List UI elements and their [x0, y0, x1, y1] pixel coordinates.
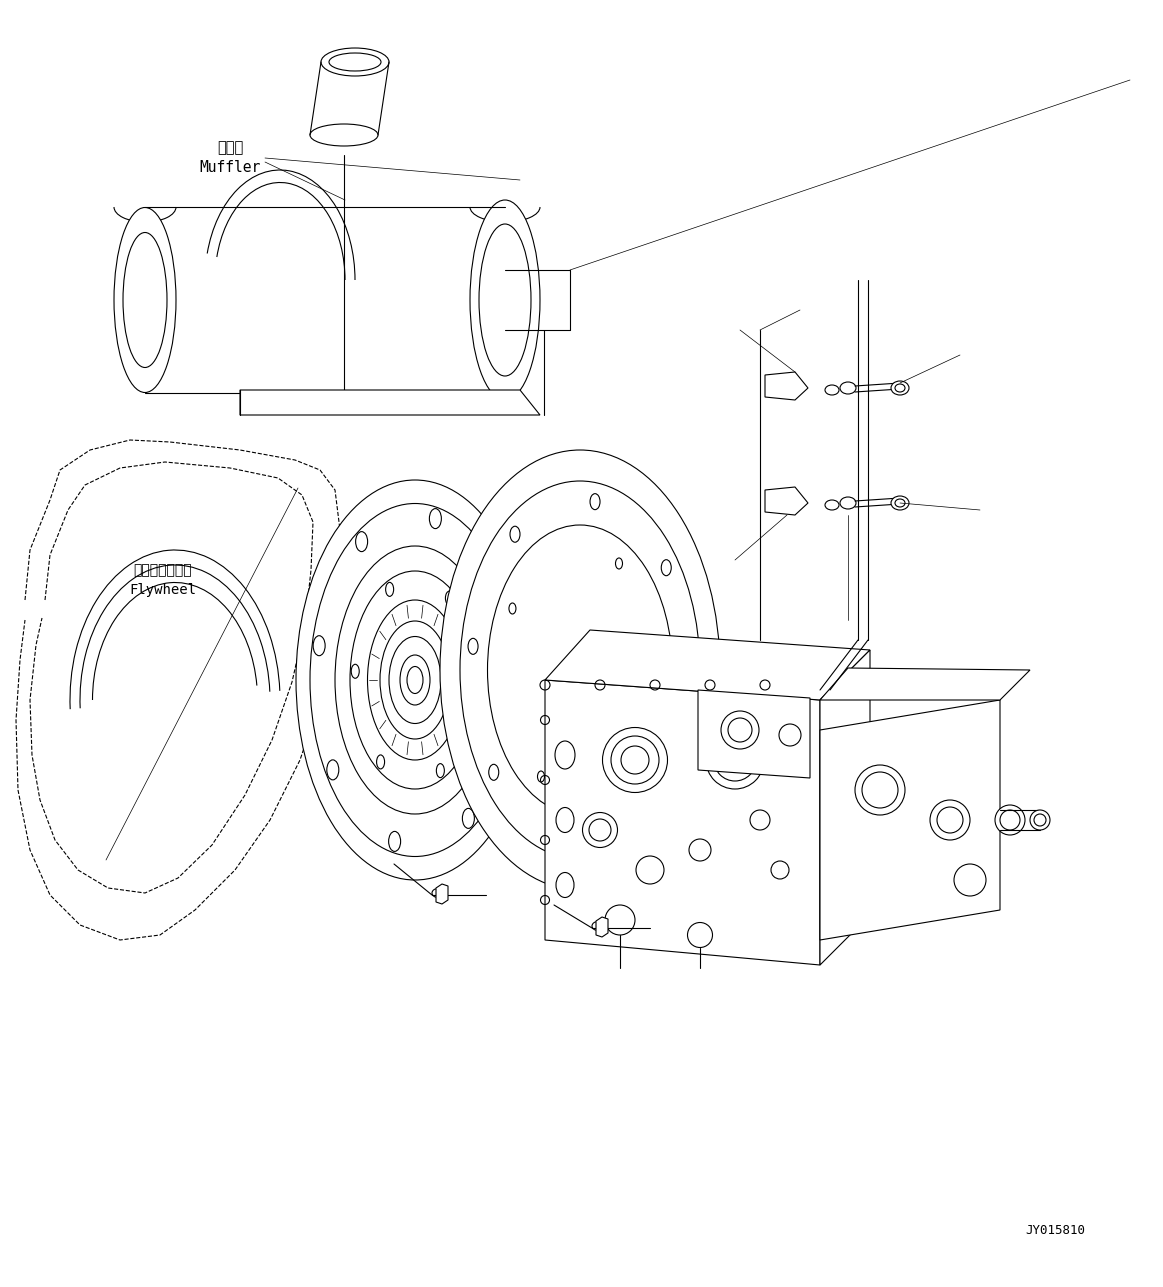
- Ellipse shape: [996, 804, 1025, 835]
- Text: フライホイール: フライホイール: [134, 562, 192, 577]
- Polygon shape: [765, 486, 808, 515]
- Ellipse shape: [930, 801, 970, 840]
- Ellipse shape: [776, 492, 798, 508]
- Ellipse shape: [840, 382, 856, 394]
- Ellipse shape: [840, 497, 856, 508]
- Text: マフラ: マフラ: [216, 140, 243, 156]
- Polygon shape: [820, 668, 1030, 700]
- Text: JY015810: JY015810: [1025, 1224, 1085, 1237]
- Ellipse shape: [470, 199, 540, 400]
- Ellipse shape: [114, 207, 176, 393]
- Ellipse shape: [891, 381, 909, 395]
- Ellipse shape: [321, 48, 388, 76]
- Polygon shape: [765, 372, 808, 400]
- Ellipse shape: [297, 480, 534, 880]
- Ellipse shape: [440, 450, 720, 891]
- Ellipse shape: [706, 731, 764, 789]
- Polygon shape: [698, 690, 809, 779]
- Ellipse shape: [1030, 810, 1050, 830]
- Ellipse shape: [602, 727, 668, 793]
- Polygon shape: [595, 918, 608, 937]
- Ellipse shape: [891, 495, 909, 510]
- Text: Flywheel: Flywheel: [129, 583, 197, 597]
- Polygon shape: [436, 884, 448, 903]
- Ellipse shape: [855, 764, 905, 815]
- Polygon shape: [240, 390, 540, 414]
- Polygon shape: [820, 700, 1000, 940]
- Polygon shape: [820, 650, 870, 965]
- Ellipse shape: [776, 377, 798, 393]
- Polygon shape: [545, 631, 870, 700]
- Polygon shape: [545, 680, 820, 965]
- Text: Muffler: Muffler: [199, 161, 261, 175]
